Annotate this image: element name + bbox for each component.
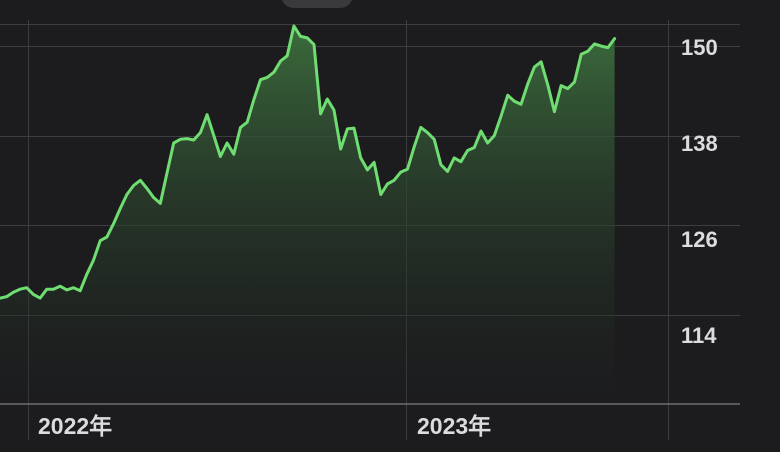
y-axis-ticks: 150 138 126 114	[681, 35, 718, 348]
chart-top-handle[interactable]	[281, 0, 353, 8]
y-tick-label: 150	[681, 35, 718, 60]
x-axis-ticks: 2022年 2023年	[38, 413, 491, 439]
price-area-fill	[0, 26, 615, 404]
x-tick-label: 2022年	[38, 413, 112, 439]
price-series-line	[0, 24, 617, 300]
y-tick-label: 126	[681, 227, 718, 252]
y-tick-label: 138	[681, 131, 718, 156]
y-tick-label: 114	[681, 323, 717, 348]
x-tick-label: 2023年	[417, 413, 491, 439]
